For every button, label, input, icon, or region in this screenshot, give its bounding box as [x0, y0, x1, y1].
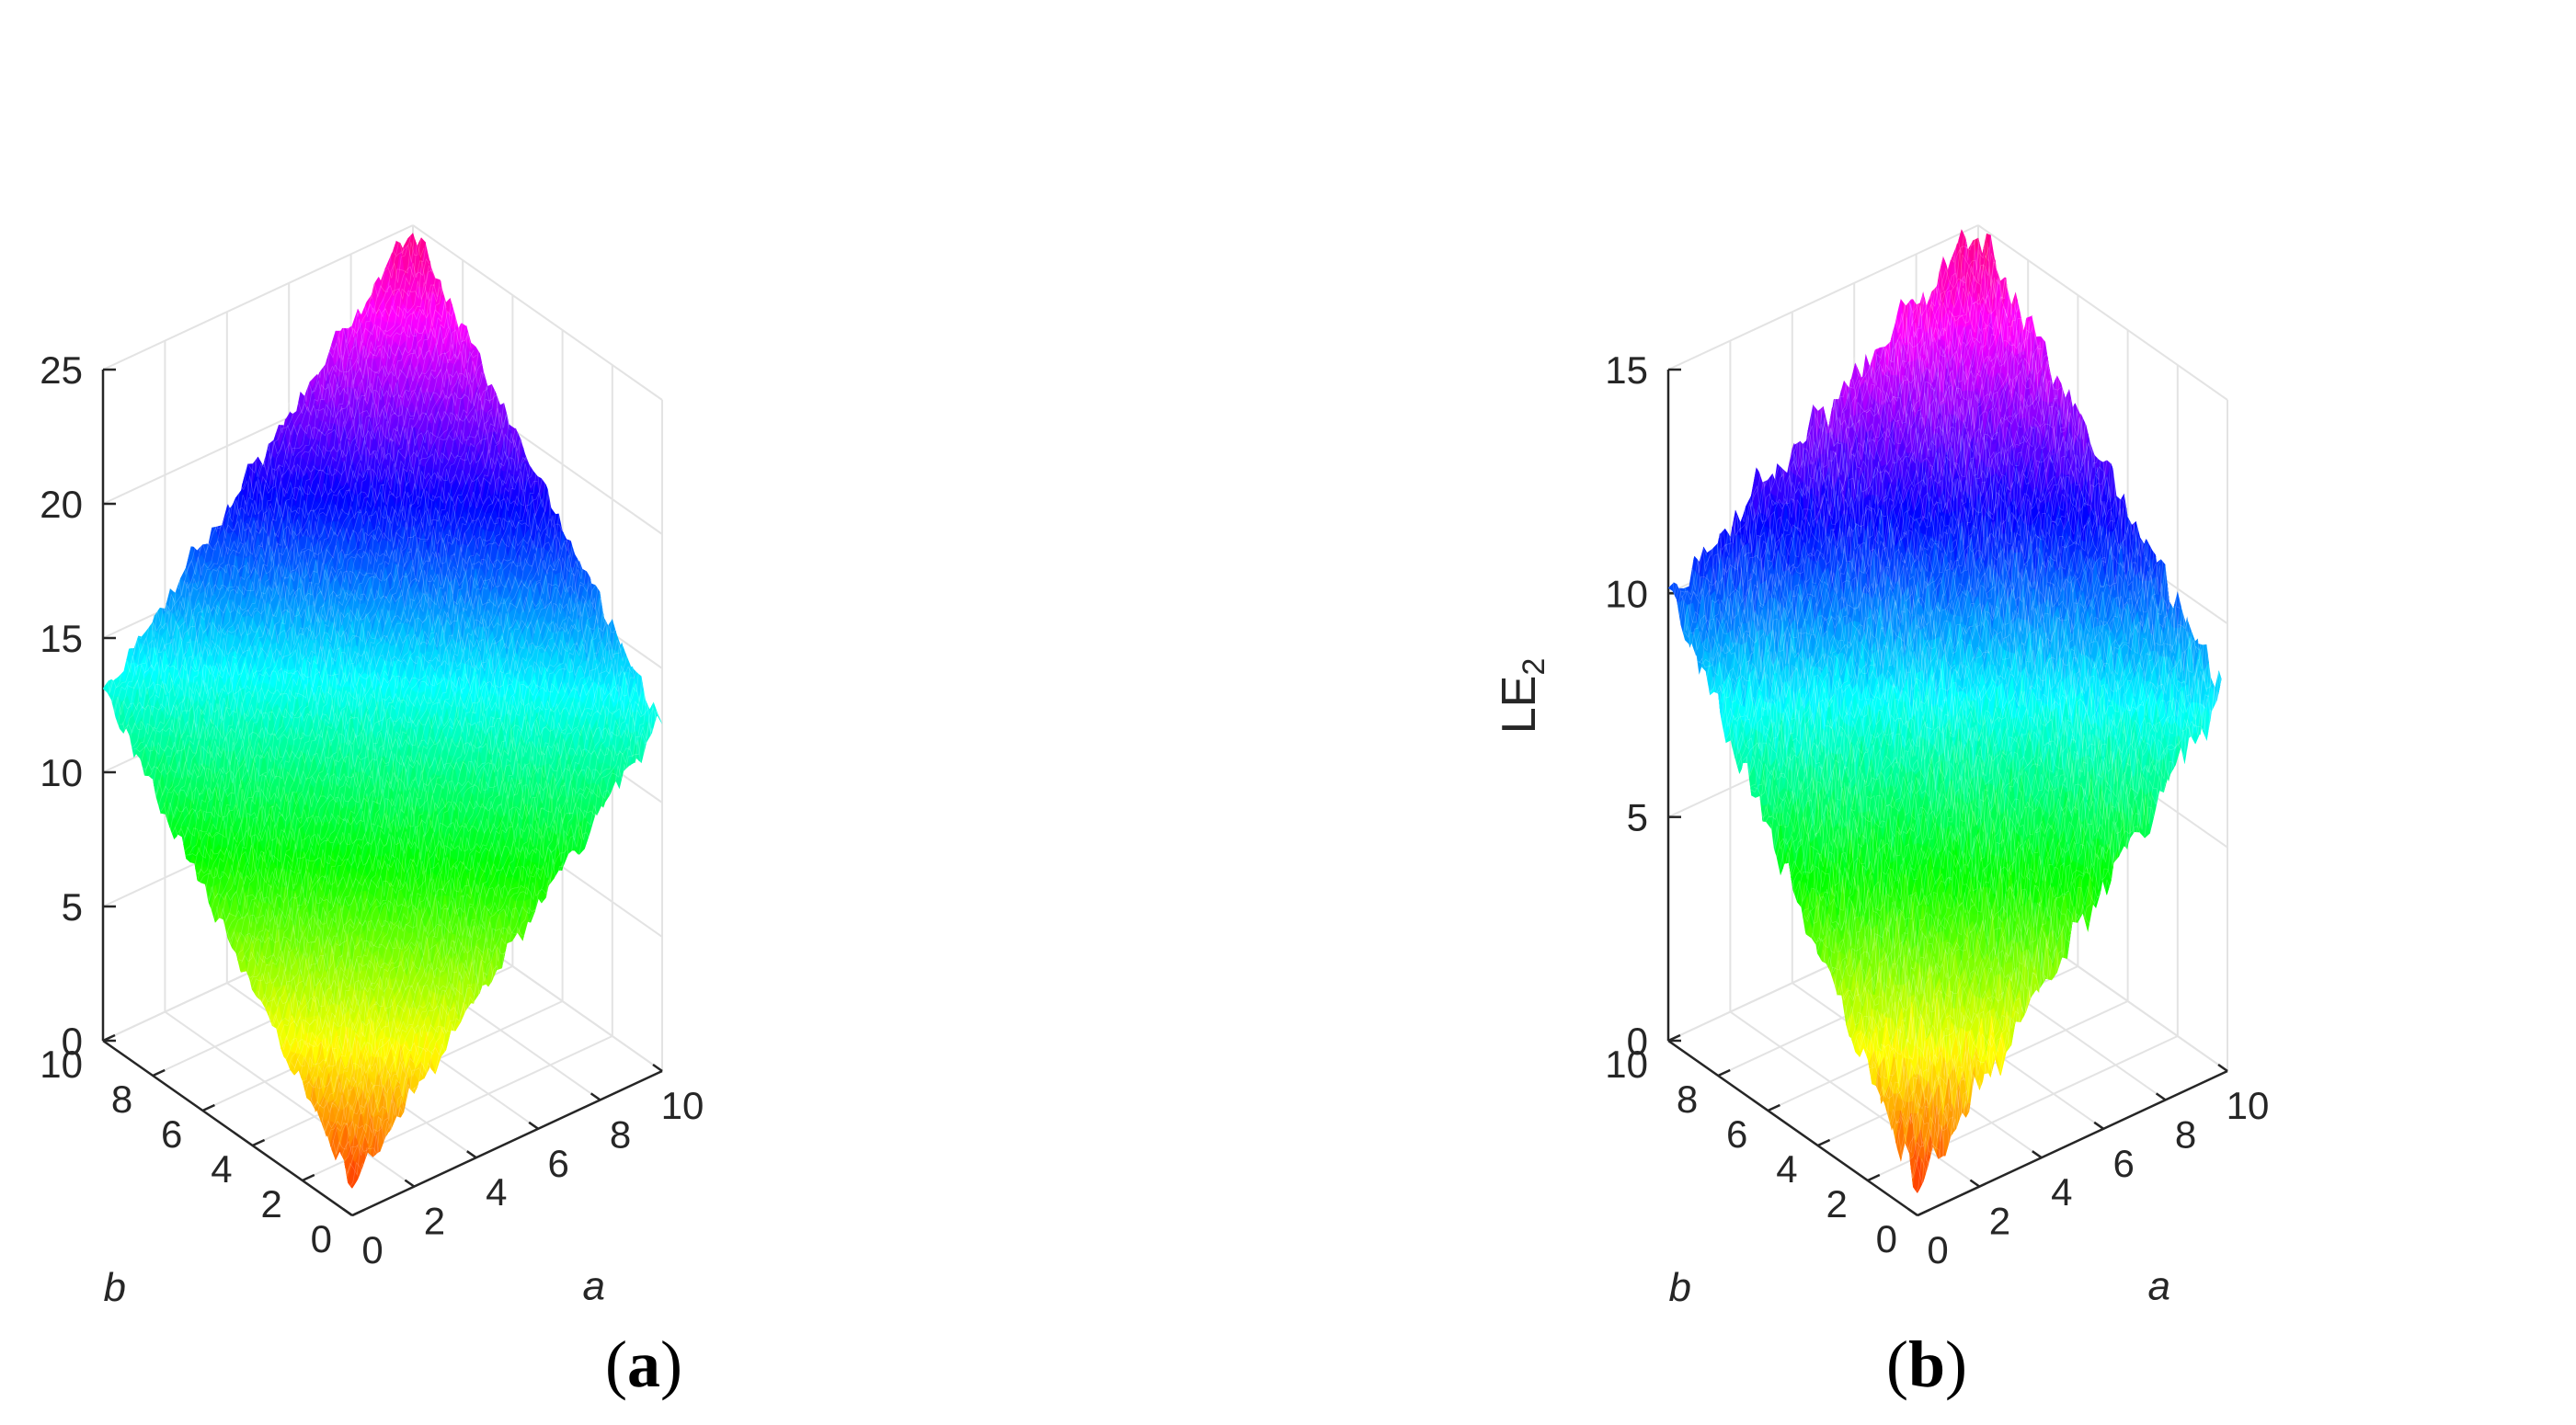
- y-tick-label: 6: [161, 1112, 182, 1156]
- z-tick-label: 10: [40, 751, 83, 794]
- x-tick-label: 8: [610, 1112, 631, 1156]
- x-tick-label: 4: [486, 1170, 507, 1214]
- x-tick-label: 6: [548, 1142, 569, 1185]
- y-tick-label: 2: [260, 1182, 281, 1226]
- caption-open-a: (: [605, 1328, 627, 1401]
- z-tick-label: 15: [40, 617, 83, 660]
- x-tick-label: 10: [661, 1084, 704, 1127]
- surface-a: [103, 233, 662, 1189]
- surface-b: [1668, 223, 2227, 1193]
- axes-a: [101, 368, 663, 1217]
- y-tick-label: 0: [311, 1217, 332, 1260]
- z-tick-label: 25: [40, 348, 83, 392]
- y-tick-label: 4: [211, 1147, 232, 1191]
- y-tick-label: 8: [111, 1077, 132, 1121]
- y-axis-label-a: b: [104, 1265, 126, 1310]
- z-tick-labels-a: 0 5 10 15 20 25: [40, 348, 83, 1063]
- z-tick-label: 20: [40, 483, 83, 526]
- x-tick-label: 0: [361, 1228, 383, 1271]
- z-tick-label: 0: [62, 1020, 83, 1063]
- caption-a: (a): [605, 1328, 682, 1401]
- x-tick-label: 2: [424, 1200, 445, 1243]
- caption-letter-a: a: [627, 1328, 660, 1401]
- z-tick-label: 5: [62, 885, 83, 929]
- x-axis-label-a: a: [583, 1264, 605, 1309]
- caption-close-a: ): [660, 1328, 682, 1401]
